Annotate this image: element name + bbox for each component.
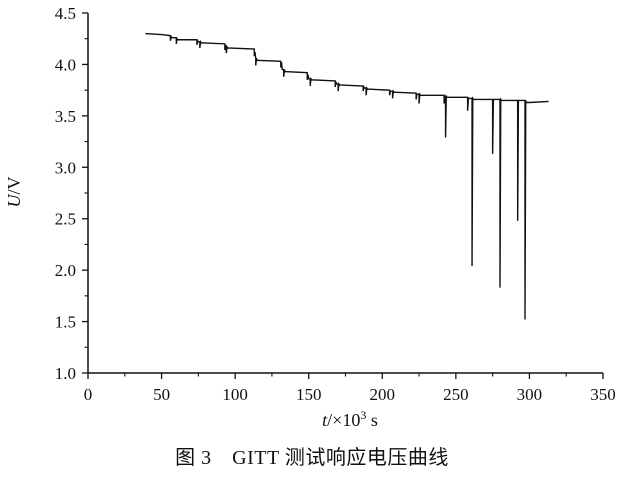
y-axis-title: U/V xyxy=(4,176,24,207)
y-tick-label: 2.0 xyxy=(55,261,76,280)
y-tick-label: 1.5 xyxy=(55,313,76,332)
y-axis-title-unit: /V xyxy=(4,176,24,194)
x-tick-label: 250 xyxy=(443,385,469,404)
y-axis-title-var: U xyxy=(4,194,24,208)
x-tick-label: 150 xyxy=(296,385,322,404)
y-ticks: 1.0 1.5 2.0 2.5 3.0 3.5 4.0 4.5 xyxy=(55,4,88,383)
y-tick-label: 1.0 xyxy=(55,364,76,383)
y-tick-label: 3.5 xyxy=(55,107,76,126)
x-tick-label: 0 xyxy=(84,385,93,404)
x-tick-label: 300 xyxy=(517,385,543,404)
plot-area xyxy=(145,32,549,320)
y-tick-label: 4.0 xyxy=(55,55,76,74)
y-tick-label: 2.5 xyxy=(55,210,76,229)
y-tick-label: 4.5 xyxy=(55,4,76,23)
x-axis-title-mult: /×10 xyxy=(327,410,360,430)
y-tick-label: 3.0 xyxy=(55,158,76,177)
x-axis-title-unit: s xyxy=(366,410,378,430)
x-axis-title-var: t xyxy=(322,410,328,430)
x-tick-label: 200 xyxy=(370,385,396,404)
x-ticks: 0 50 100 150 200 250 300 350 xyxy=(84,373,616,404)
x-tick-label: 50 xyxy=(153,385,170,404)
x-tick-label: 100 xyxy=(222,385,248,404)
x-axis-title: t/×103 s xyxy=(322,408,378,430)
figure-caption-text: GITT 测试响应电压曲线 xyxy=(232,447,449,469)
voltage-series-line xyxy=(145,32,549,320)
x-axis-title-exp: 3 xyxy=(360,408,366,422)
x-tick-label: 350 xyxy=(590,385,616,404)
figure-number: 图 3 xyxy=(175,447,212,469)
figure-caption: 图 3 GITT 测试响应电压曲线 xyxy=(0,441,624,470)
